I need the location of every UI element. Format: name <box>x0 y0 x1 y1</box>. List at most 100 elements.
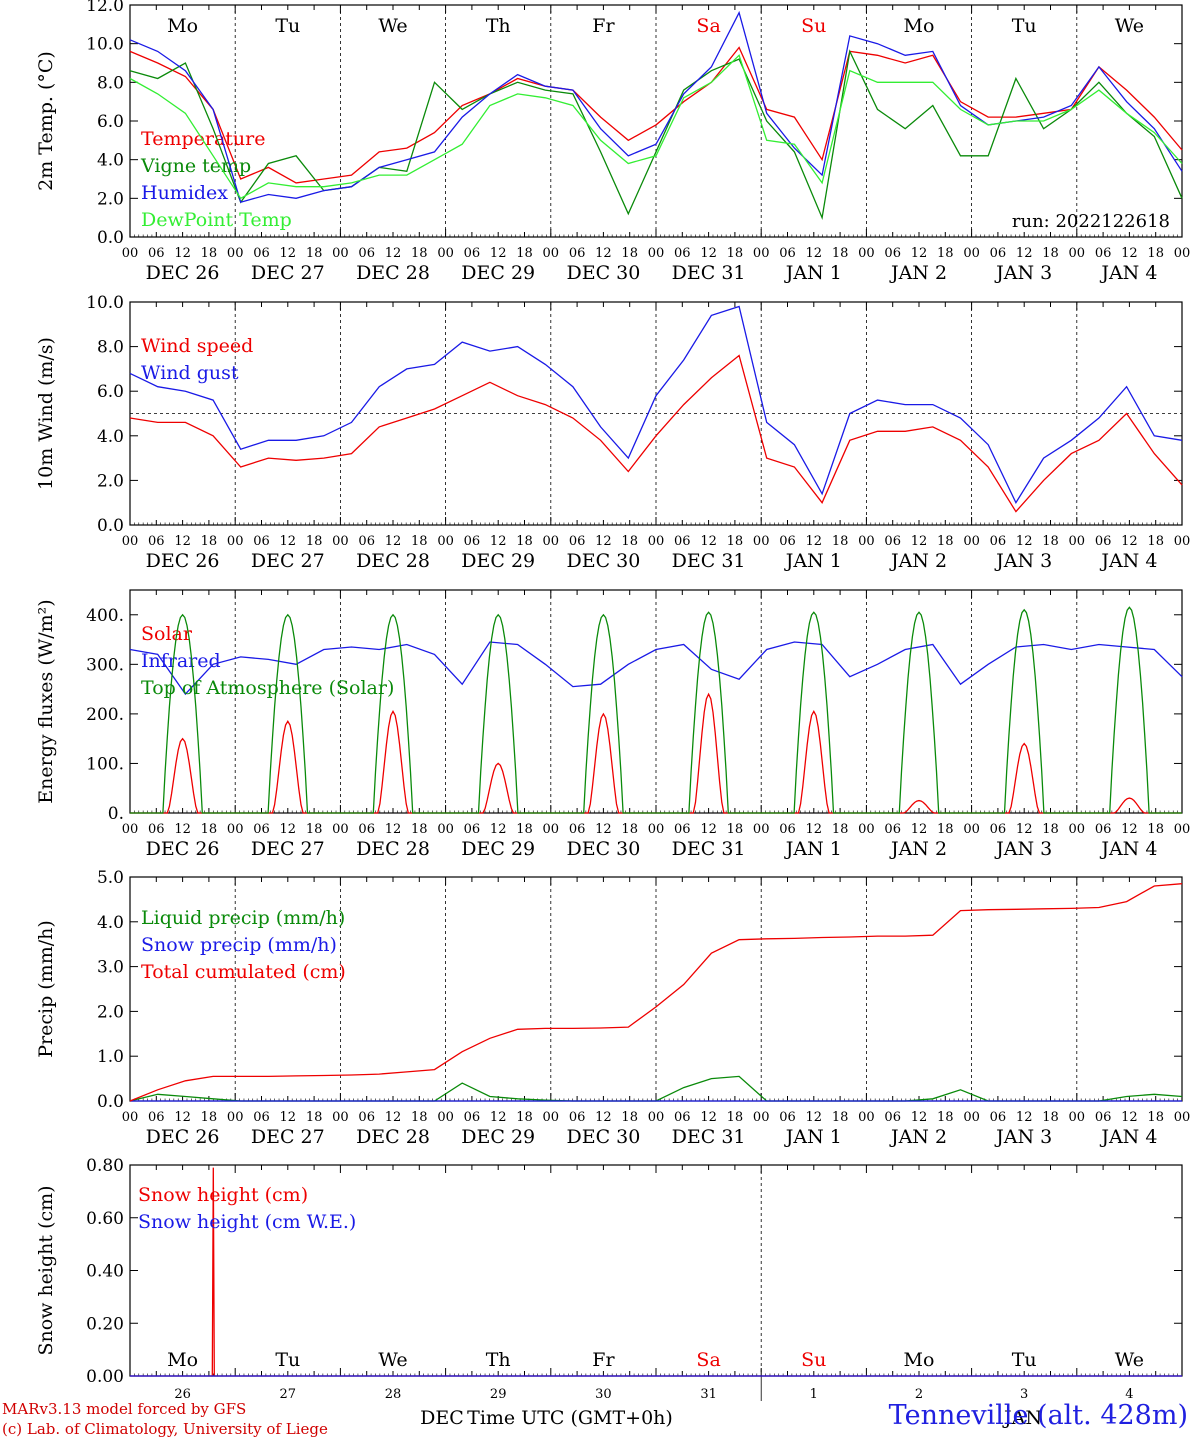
weekday-label: Tu <box>1012 1349 1037 1371</box>
hour-tick-label: 06 <box>674 1110 691 1125</box>
station-name: Tenneville (alt. 428m) <box>888 1400 1188 1431</box>
y-tick-label: 0.60 <box>86 1209 124 1229</box>
hour-tick-label: 06 <box>358 534 375 549</box>
series-line <box>129 305 1183 505</box>
y-tick-label: 0.80 <box>86 1156 124 1176</box>
weekday-label: Mo <box>904 1349 935 1371</box>
date-label: JAN 3 <box>994 838 1052 860</box>
weekday-label: Tu <box>275 1349 300 1371</box>
day-number-label: 31 <box>700 1387 717 1402</box>
y-tick-label: 12.0 <box>86 0 124 16</box>
hour-tick-label: 18 <box>1147 246 1164 261</box>
hour-tick-label: 00 <box>227 246 244 261</box>
hour-tick-label: 00 <box>753 246 770 261</box>
hour-tick-label: 00 <box>437 1110 454 1125</box>
hour-tick-label: 06 <box>253 534 270 549</box>
y-tick-label: 4.0 <box>97 151 124 171</box>
y-tick-label: 300. <box>86 655 124 675</box>
date-label: DEC 27 <box>251 550 325 572</box>
panel-3: 00 06 12 18 00 06 12 18 00 06 12 18 00 06 12 18 00 06 12 18… <box>35 589 1191 860</box>
legend-entry: DewPoint Temp <box>141 209 292 231</box>
hour-tick-label: 00 <box>332 1110 349 1125</box>
hour-tick-label: 06 <box>884 246 901 261</box>
date-label: DEC 29 <box>461 262 535 284</box>
date-label: DEC 31 <box>672 550 746 572</box>
date-label: DEC 27 <box>251 838 325 860</box>
hour-tick-label: 18 <box>621 534 638 549</box>
date-label: DEC 26 <box>146 550 220 572</box>
hour-tick-label: 18 <box>937 1110 954 1125</box>
hour-tick-label: 18 <box>1147 822 1164 837</box>
date-label: JAN 1 <box>784 550 842 572</box>
hour-tick-label: 18 <box>1147 1110 1164 1125</box>
y-axis-label: 2m Temp. (°C) <box>35 51 57 191</box>
y-axis-label: Snow height (cm) <box>35 1185 57 1355</box>
hour-tick-label: 06 <box>884 1110 901 1125</box>
hour-tick-label: 00 <box>1069 1110 1086 1125</box>
day-number-label: 4 <box>1125 1387 1133 1402</box>
hour-tick-label: 12 <box>385 822 402 837</box>
hour-tick-label: 06 <box>148 1110 165 1125</box>
day-number-label: 27 <box>280 1387 297 1402</box>
date-label: DEC 30 <box>566 550 640 572</box>
date-label: JAN 4 <box>1099 550 1157 572</box>
hour-tick-label: 18 <box>937 534 954 549</box>
weekday-label: Tu <box>275 15 300 37</box>
hour-tick-label: 12 <box>700 822 717 837</box>
hour-tick-label: 12 <box>490 822 507 837</box>
hour-tick-label: 00 <box>543 534 560 549</box>
hour-tick-label: 00 <box>858 534 875 549</box>
hour-tick-label: 18 <box>832 534 849 549</box>
hour-tick-label: 00 <box>332 246 349 261</box>
y-axis-label: 10m Wind (m/s) <box>35 337 57 490</box>
y-tick-label: 200. <box>86 705 124 725</box>
weekday-label: Fr <box>592 15 615 37</box>
hour-tick-label: 00 <box>1174 822 1191 837</box>
weekday-label: We <box>1115 15 1144 37</box>
hour-tick-label: 00 <box>227 1110 244 1125</box>
hour-tick-label: 06 <box>884 822 901 837</box>
hour-tick-label: 18 <box>1042 534 1059 549</box>
date-label: JAN 4 <box>1099 1126 1157 1148</box>
hour-tick-label: 18 <box>411 534 428 549</box>
date-label: JAN 4 <box>1099 262 1157 284</box>
date-label: DEC 27 <box>251 1126 325 1148</box>
hour-tick-label: 06 <box>253 246 270 261</box>
weekday-label: We <box>1115 1349 1144 1371</box>
hour-tick-label: 06 <box>358 1110 375 1125</box>
hour-tick-label: 18 <box>832 1110 849 1125</box>
weekday-label: Su <box>801 1349 826 1371</box>
series-line <box>130 606 1182 814</box>
month-label-dec: DEC <box>420 1407 464 1429</box>
legend-entry: Humidex <box>141 182 228 204</box>
hour-tick-label: 00 <box>122 1110 139 1125</box>
hour-tick-label: 00 <box>963 822 980 837</box>
hour-tick-label: 12 <box>490 246 507 261</box>
hour-tick-label: 18 <box>306 822 323 837</box>
date-label: DEC 30 <box>566 838 640 860</box>
hour-tick-label: 06 <box>779 1110 796 1125</box>
date-label: JAN 3 <box>994 550 1052 572</box>
y-tick-label: 0.40 <box>86 1262 124 1282</box>
hour-tick-label: 12 <box>385 246 402 261</box>
y-tick-label: 400. <box>86 606 124 626</box>
series-line <box>129 54 1183 200</box>
hour-tick-label: 12 <box>385 1110 402 1125</box>
hour-tick-label: 06 <box>464 534 481 549</box>
hour-tick-label: 18 <box>727 534 744 549</box>
hour-tick-label: 06 <box>990 246 1007 261</box>
date-label: JAN 1 <box>784 838 842 860</box>
y-tick-label: 100. <box>86 754 124 774</box>
hour-tick-label: 06 <box>464 822 481 837</box>
y-tick-label: 8.0 <box>97 73 124 93</box>
hour-tick-label: 12 <box>280 1110 297 1125</box>
day-number-label: 28 <box>385 1387 402 1402</box>
series-line <box>129 49 1183 221</box>
day-number-label: 1 <box>810 1387 818 1402</box>
date-label: DEC 26 <box>146 262 220 284</box>
hour-tick-label: 12 <box>700 246 717 261</box>
hour-tick-label: 00 <box>1069 246 1086 261</box>
day-number-label: 26 <box>174 1387 191 1402</box>
model-credit: MARv3.13 model forced by GFS <box>2 1400 247 1418</box>
hour-tick-label: 12 <box>911 534 928 549</box>
